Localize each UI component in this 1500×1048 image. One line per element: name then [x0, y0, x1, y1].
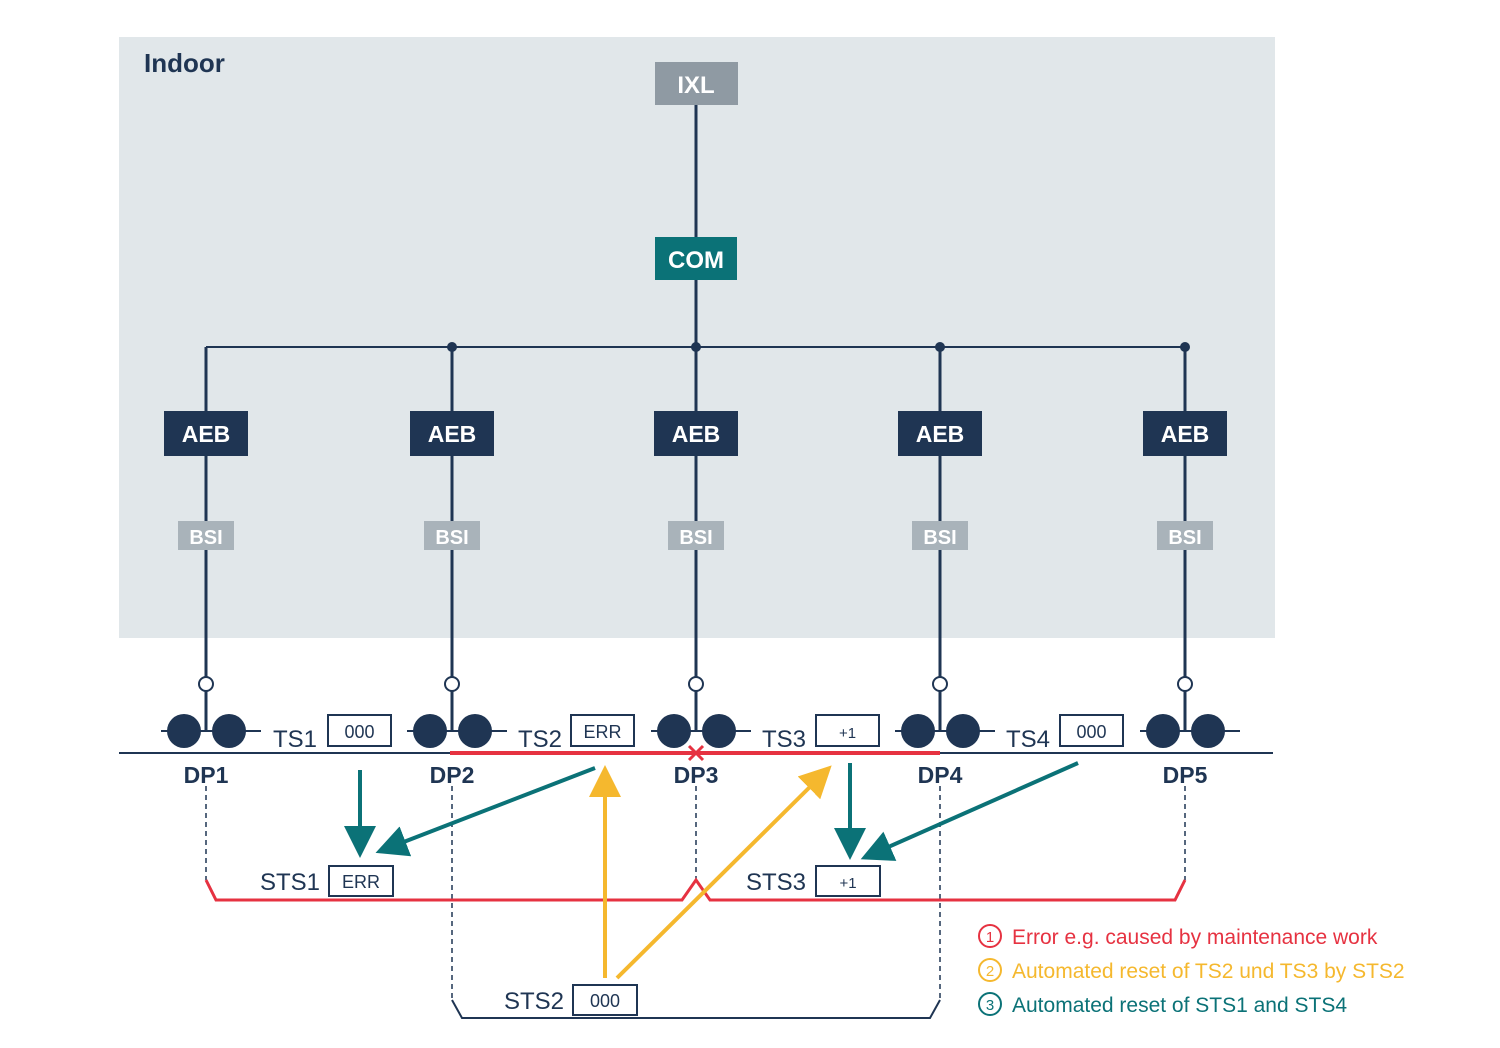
ixl-label: IXL [677, 72, 714, 99]
indoor-label: Indoor [144, 48, 225, 78]
aeb-box [1143, 411, 1227, 456]
track-section-label: TS3 [762, 726, 806, 753]
bsi-label: BSI [435, 527, 468, 549]
bsi-label: BSI [923, 527, 956, 549]
aeb-box [654, 411, 738, 456]
legend-text: Automated reset of TS2 und TS3 by STS2 [1012, 960, 1405, 983]
legend-number: 2 [986, 963, 994, 980]
super-section-label: STS2 [504, 988, 564, 1015]
aeb-box [410, 411, 494, 456]
bsi-box [912, 521, 968, 550]
aeb-label: AEB [916, 421, 965, 447]
ixl-box [655, 62, 738, 105]
counter-box [1059, 714, 1124, 747]
aeb-box [164, 411, 248, 456]
detection-point-label: DP4 [918, 762, 963, 788]
super-section: STS1 ERR [260, 865, 394, 897]
detection-point-column: AEB BSI DP3 [651, 342, 751, 880]
bsi-label: BSI [1168, 527, 1201, 549]
aeb-label: AEB [672, 421, 721, 447]
counter-value: ERR [342, 872, 380, 892]
legend-item: 1 Error e.g. caused by maintenance work [978, 924, 1378, 949]
wheel-sensor-icon [413, 714, 447, 748]
legend-number: 1 [986, 929, 994, 946]
track-section: TS4 000 [1006, 714, 1124, 753]
detection-point-column: AEB BSI DP5 [1140, 342, 1240, 880]
detection-point-column: AEB BSI DP2 [407, 342, 507, 1000]
reset-arrow-ts4-sts3 [860, 761, 1079, 861]
sensor-head-icon [932, 676, 948, 692]
counter-value: +1 [839, 725, 856, 742]
counter-box [815, 865, 881, 897]
legend-item: 3 Automated reset of STS1 and STS4 [978, 992, 1347, 1017]
wheel-sensor-icon [901, 714, 935, 748]
track-section: TS2 ERR [518, 714, 635, 753]
com-label: COM [668, 247, 724, 274]
sensor-head-icon [1177, 676, 1193, 692]
legend-text: Error e.g. caused by maintenance work [1012, 926, 1378, 949]
legend-number-icon [978, 992, 1002, 1016]
com-box [655, 237, 737, 280]
wheel-sensor-icon [657, 714, 691, 748]
reset-arrow-sts2-ts3 [615, 765, 832, 980]
bsi-box [178, 521, 234, 550]
track-section: TS3 +1 [762, 714, 880, 753]
super-section-label: STS1 [260, 869, 320, 896]
legend: 1 Error e.g. caused by maintenance work 2 A… [978, 924, 1405, 1017]
sensor-head-icon [444, 676, 460, 692]
track-section-label: TS4 [1006, 726, 1050, 753]
aeb-label: AEB [428, 421, 477, 447]
legend-number-icon [978, 958, 1002, 982]
counter-value: ERR [583, 722, 621, 742]
counter-box [570, 714, 635, 747]
track-section-label: TS1 [273, 726, 317, 753]
track-section-label: TS2 [518, 726, 562, 753]
error-x-icon [687, 744, 705, 762]
super-section: STS3 +1 [746, 865, 881, 897]
legend-item: 2 Automated reset of TS2 und TS3 by STS2 [978, 958, 1405, 983]
legend-number: 3 [986, 997, 994, 1014]
sts1-sts3-bracket [204, 877, 1187, 902]
sensor-head-icon [198, 676, 214, 692]
aeb-label: AEB [1161, 421, 1210, 447]
aeb-label: AEB [182, 421, 231, 447]
detection-point-column: AEB BSI DP1 [161, 347, 261, 880]
wheel-sensor-icon [458, 714, 492, 748]
wheel-sensor-icon [212, 714, 246, 748]
wheel-sensor-icon [946, 714, 980, 748]
counter-value: 000 [1076, 722, 1106, 742]
bsi-box [1157, 521, 1213, 550]
detection-point-column: AEB BSI DP4 [895, 342, 995, 1000]
counter-value: 000 [590, 991, 620, 1011]
bsi-box [668, 521, 724, 550]
detection-point-label: DP1 [184, 762, 229, 788]
legend-text: Automated reset of STS1 and STS4 [1012, 994, 1347, 1017]
counter-value: 000 [344, 722, 374, 742]
super-section: STS2 000 [504, 984, 638, 1016]
counter-value: +1 [839, 875, 856, 892]
detection-point-label: DP2 [430, 762, 475, 788]
bsi-box [424, 521, 480, 550]
track-section: TS1 000 [273, 714, 392, 753]
counter-box [327, 714, 392, 747]
legend-number-icon [978, 924, 1002, 948]
wheel-sensor-icon [702, 714, 736, 748]
aeb-box [898, 411, 982, 456]
bsi-label: BSI [679, 527, 712, 549]
counter-box [815, 714, 880, 747]
bsi-label: BSI [189, 527, 222, 549]
counter-box [572, 984, 638, 1016]
wheel-sensor-icon [1146, 714, 1180, 748]
super-section-label: STS3 [746, 869, 806, 896]
sts2-bracket [451, 999, 941, 1019]
sensor-head-icon [688, 676, 704, 692]
wheel-sensor-icon [167, 714, 201, 748]
reset-arrow-ts2-sts1 [375, 766, 596, 857]
detection-point-label: DP3 [674, 762, 719, 788]
counter-box [328, 865, 394, 897]
detection-point-label: DP5 [1163, 762, 1208, 788]
wheel-sensor-icon [1191, 714, 1225, 748]
